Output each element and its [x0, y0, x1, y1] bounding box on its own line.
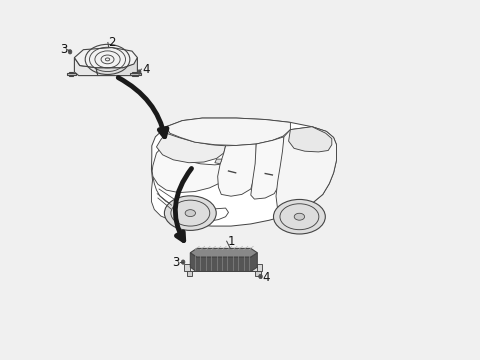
Polygon shape	[251, 137, 284, 199]
Polygon shape	[67, 73, 76, 75]
Polygon shape	[152, 148, 228, 193]
Polygon shape	[96, 58, 137, 76]
Ellipse shape	[137, 70, 141, 74]
Polygon shape	[69, 72, 72, 76]
Polygon shape	[255, 271, 261, 276]
Polygon shape	[74, 58, 98, 76]
Polygon shape	[288, 127, 332, 152]
Text: 3: 3	[172, 256, 180, 269]
Text: 3: 3	[60, 43, 67, 56]
Polygon shape	[218, 144, 256, 196]
Text: 4: 4	[142, 63, 149, 76]
Ellipse shape	[68, 50, 72, 54]
Polygon shape	[276, 127, 336, 216]
Text: 2: 2	[108, 36, 116, 49]
Polygon shape	[132, 72, 139, 76]
Ellipse shape	[181, 260, 185, 264]
Text: 1: 1	[227, 235, 235, 248]
Polygon shape	[190, 253, 257, 271]
Polygon shape	[74, 48, 137, 68]
Polygon shape	[187, 271, 192, 276]
Polygon shape	[257, 264, 263, 271]
Polygon shape	[152, 118, 336, 226]
Polygon shape	[156, 133, 226, 163]
Ellipse shape	[164, 196, 216, 230]
Polygon shape	[215, 159, 222, 164]
Polygon shape	[152, 176, 228, 222]
Polygon shape	[184, 264, 190, 271]
Polygon shape	[190, 248, 257, 257]
Polygon shape	[187, 267, 261, 271]
Text: 4: 4	[262, 271, 270, 284]
Ellipse shape	[259, 274, 262, 279]
Polygon shape	[166, 118, 290, 145]
Ellipse shape	[294, 213, 305, 220]
Ellipse shape	[185, 210, 195, 217]
Polygon shape	[130, 73, 141, 75]
Ellipse shape	[274, 199, 325, 234]
